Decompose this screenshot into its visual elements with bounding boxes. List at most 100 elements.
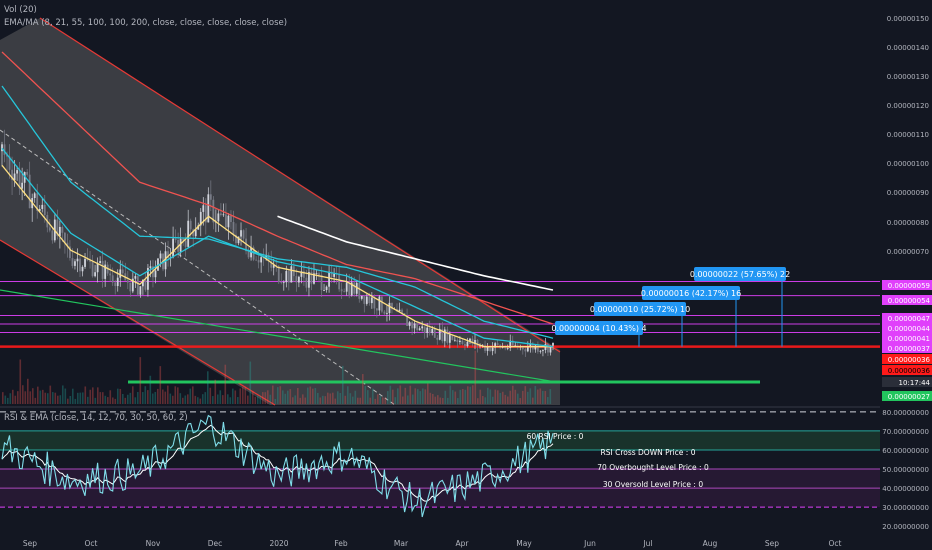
volume-bar [9,393,12,404]
candle-body [84,258,86,267]
volume-bar [94,397,97,404]
support-trendline [0,289,557,383]
volume-bar [532,397,534,404]
candle-body [355,282,358,294]
target-label-box [642,286,740,300]
candle-body [192,229,195,237]
candle-body [368,296,371,304]
volume-bar [137,392,139,404]
candle-body [111,275,114,283]
volume-bar [249,361,252,404]
candle-body [529,344,532,348]
candle-body [305,277,308,288]
volume-bar [329,393,332,404]
candle-body [212,199,215,223]
candle-body [416,323,419,331]
volume-bar [327,392,329,404]
volume-bar [264,392,267,404]
volume-bar [307,387,309,404]
volume-bar [287,390,289,404]
candle-body [375,308,378,311]
rsi-note-overbought: 70 Overbought Level Price : 0 [597,463,709,472]
volume-indicator-label[interactable]: Vol (20) [4,5,37,15]
ema-ma-indicator-label[interactable]: EMA/MA (8, 21, 55, 100, 100, 200, close,… [4,18,288,28]
candle-body [134,276,137,279]
time-label: Sep [23,539,37,548]
volume-bar [157,388,159,404]
volume-bar [17,391,19,404]
volume-bar [447,397,449,404]
candle-body [81,266,84,272]
volume-bar [237,397,239,404]
volume-bar [54,392,57,404]
candle-body [547,344,549,353]
volume-bar [77,392,79,404]
volume-bar [504,394,507,404]
target-label: 0.00000010 (25.72%) 10 [590,305,690,314]
candle-body [232,222,235,235]
volume-bar [332,392,334,404]
target-label: 0.00000016 (42.17%) 16 [641,289,741,298]
volume-bar [482,396,484,404]
price-tick: 0.00000100 [887,160,929,168]
volume-bar [107,397,109,404]
volume-bar [92,387,94,404]
volume-bar [354,390,357,404]
volume-bar [149,375,152,404]
volume-bar [152,393,154,404]
volume-bar [542,390,544,404]
volume-bar [479,389,482,404]
price-tick: 0.00000070 [887,248,929,256]
rsi-indicator-label[interactable]: RSI & EMA (close, 14, 12, 70, 30, 50, 60… [4,413,188,423]
volume-bar [409,385,412,404]
volume-bar [122,393,124,404]
volume-bar [212,396,214,404]
candle-body [494,343,497,348]
volume-bar [4,395,7,404]
price-axis-bg [880,0,932,550]
rsi-note-oversold: 30 Oversold Level Price : 0 [603,480,703,489]
volume-bar [319,397,322,404]
volume-bar [347,386,349,404]
candle-body [126,280,129,283]
candle-body [38,208,41,211]
volume-bar [457,398,459,404]
volume-bar [432,393,434,404]
volume-bar [367,390,369,404]
candle-body [74,261,76,266]
volume-bar [74,398,77,404]
candle-body [360,295,363,299]
volume-bar [294,395,297,404]
volume-bar [549,389,552,404]
candle-body [282,282,285,284]
candle-body [539,350,542,352]
candle-body [247,251,250,258]
volume-bar [414,388,417,404]
volume-bar [72,388,74,404]
volume-bar [109,390,112,404]
volume-bar [314,388,317,404]
price-tag [882,365,932,375]
candle-body [209,194,212,200]
volume-bar [259,395,262,404]
candle-body [116,277,119,287]
clock-label: 10:17:44 [899,379,931,387]
candle-body [388,302,391,314]
volume-bar [389,385,392,404]
volume-bar [12,389,14,404]
rsi-pane[interactable]: 60 RSI Price : 0 RSI Cross DOWN Price : 0… [0,411,880,518]
candle-body [310,272,313,284]
rsi-tick: 30.00000000 [882,504,929,512]
price-tick: 0.00000120 [887,102,929,110]
candle-body [189,220,192,230]
volume-bar [69,395,72,404]
candle-body [260,257,263,263]
candle-body [471,338,474,345]
volume-bar [19,359,22,404]
volume-bar [112,397,114,404]
price-tag [882,354,932,364]
price-pane[interactable]: 0.00000004 (10.43%) 4 0.00000010 (25.72%)… [0,17,880,406]
volume-bar [537,389,539,404]
